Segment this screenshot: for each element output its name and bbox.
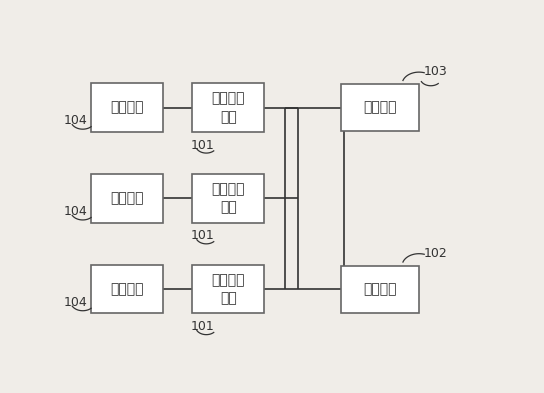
Text: 104: 104 [64,296,88,309]
Text: 流量统计
模块: 流量统计 模块 [212,92,245,124]
Bar [193,265,264,314]
Text: 数据接口: 数据接口 [110,101,144,115]
Text: 数据接口: 数据接口 [110,191,144,206]
Bar [341,84,419,131]
Text: 103: 103 [423,65,447,78]
Text: 102: 102 [423,247,447,260]
Text: 流量统计
模块: 流量统计 模块 [212,182,245,215]
Text: 104: 104 [64,114,88,127]
Bar [341,266,419,313]
Text: 计算模块: 计算模块 [363,101,397,115]
Text: 101: 101 [190,139,214,152]
Bar [193,83,264,132]
Text: 101: 101 [190,320,214,333]
Text: 显示模块: 显示模块 [363,282,397,296]
Bar [193,174,264,223]
Text: 104: 104 [64,205,88,218]
Bar [91,174,163,223]
Text: 101: 101 [190,230,214,242]
Text: 数据接口: 数据接口 [110,282,144,296]
Bar [91,83,163,132]
Text: 流量统计
模块: 流量统计 模块 [212,273,245,305]
Bar [91,265,163,314]
